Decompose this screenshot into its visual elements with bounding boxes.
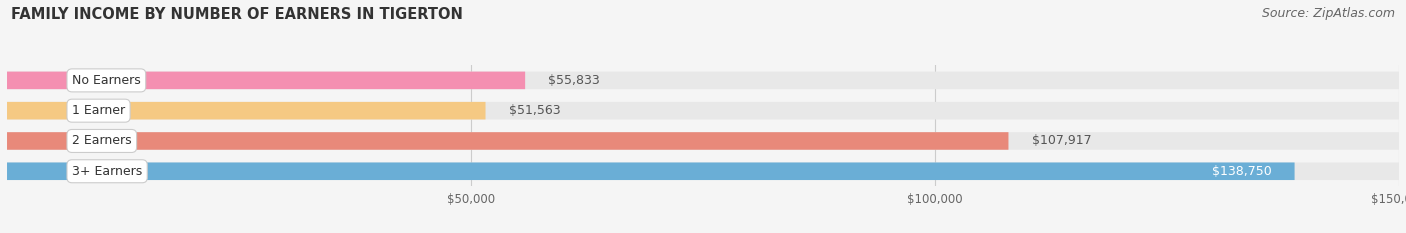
Text: $55,833: $55,833	[548, 74, 600, 87]
Text: 3+ Earners: 3+ Earners	[72, 165, 142, 178]
Text: $51,563: $51,563	[509, 104, 561, 117]
Text: $107,917: $107,917	[1032, 134, 1091, 147]
FancyBboxPatch shape	[7, 72, 1399, 89]
FancyBboxPatch shape	[7, 162, 1295, 180]
FancyBboxPatch shape	[7, 102, 1399, 120]
FancyBboxPatch shape	[7, 102, 485, 120]
Text: Source: ZipAtlas.com: Source: ZipAtlas.com	[1261, 7, 1395, 20]
Text: $138,750: $138,750	[1212, 165, 1271, 178]
Text: 2 Earners: 2 Earners	[72, 134, 132, 147]
FancyBboxPatch shape	[7, 72, 524, 89]
Text: FAMILY INCOME BY NUMBER OF EARNERS IN TIGERTON: FAMILY INCOME BY NUMBER OF EARNERS IN TI…	[11, 7, 463, 22]
Text: No Earners: No Earners	[72, 74, 141, 87]
Text: 1 Earner: 1 Earner	[72, 104, 125, 117]
FancyBboxPatch shape	[7, 162, 1399, 180]
FancyBboxPatch shape	[7, 132, 1008, 150]
FancyBboxPatch shape	[7, 132, 1399, 150]
